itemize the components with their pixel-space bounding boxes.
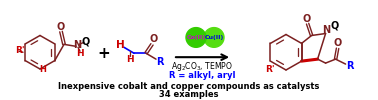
Text: H: H — [40, 66, 46, 74]
Text: R': R' — [265, 64, 275, 74]
Text: R: R — [346, 61, 353, 71]
Text: Co(II): Co(II) — [186, 35, 206, 40]
Text: Cu(II): Cu(II) — [204, 35, 224, 40]
Text: +: + — [98, 46, 110, 61]
Circle shape — [186, 28, 206, 47]
Text: R': R' — [15, 46, 25, 55]
Text: N: N — [73, 40, 81, 50]
Text: Q: Q — [82, 36, 90, 46]
Text: O: O — [333, 38, 342, 48]
Text: 34 examples: 34 examples — [159, 90, 219, 99]
Text: O: O — [302, 14, 311, 24]
Circle shape — [204, 28, 224, 47]
Text: Inexpensive cobalt and copper compounds as catalysts: Inexpensive cobalt and copper compounds … — [58, 82, 320, 91]
Text: H: H — [116, 40, 124, 50]
Text: R: R — [156, 57, 164, 67]
Text: O: O — [150, 34, 158, 44]
Text: O: O — [57, 22, 65, 32]
Text: Q: Q — [330, 21, 339, 31]
Text: H: H — [126, 55, 134, 64]
Text: R = alkyl, aryl: R = alkyl, aryl — [169, 71, 235, 80]
Text: H: H — [76, 49, 84, 58]
Text: N: N — [322, 25, 331, 35]
Text: Ag$_2$CO$_3$, TEMPO: Ag$_2$CO$_3$, TEMPO — [171, 60, 233, 72]
